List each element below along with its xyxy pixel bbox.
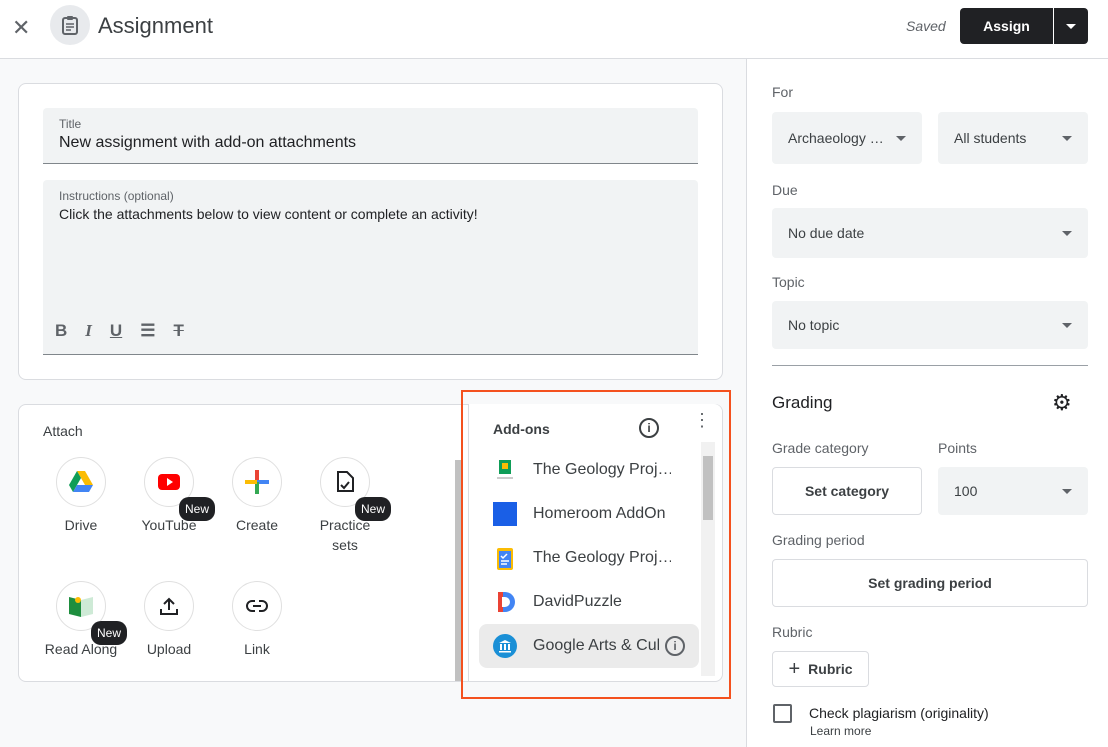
due-label: Due: [772, 182, 798, 198]
divider: [772, 365, 1088, 366]
link-icon: [232, 581, 282, 631]
details-card: Title New assignment with add-on attachm…: [18, 83, 723, 380]
assign-button[interactable]: Assign: [960, 8, 1053, 44]
assignment-icon: [50, 5, 90, 45]
students-select[interactable]: All students: [938, 112, 1088, 164]
chevron-down-icon: [896, 136, 906, 141]
plagiarism-checkbox[interactable]: [773, 704, 792, 723]
top-bar: ✕ Assignment Saved Assign: [0, 0, 1108, 59]
attach-link[interactable]: Link: [217, 581, 297, 659]
instructions-label: Instructions (optional): [59, 189, 174, 203]
set-grading-period-button[interactable]: Set grading period: [772, 559, 1088, 607]
plus-icon: +: [788, 657, 801, 680]
upload-icon: [144, 581, 194, 631]
italic-icon[interactable]: I: [85, 321, 92, 340]
chevron-down-icon: [1066, 24, 1076, 29]
new-badge: New: [355, 497, 392, 521]
attach-upload[interactable]: Upload: [129, 581, 209, 659]
attach-youtube[interactable]: YouTube New: [129, 457, 216, 535]
attach-create[interactable]: Create: [217, 457, 297, 535]
attach-heading: Attach: [43, 423, 83, 439]
label: YouTube: [141, 517, 197, 533]
attach-practice-sets[interactable]: Practice sets New: [305, 457, 392, 555]
attach-drive[interactable]: Drive: [41, 457, 121, 535]
title-field[interactable]: Title New assignment with add-on attachm…: [43, 108, 698, 164]
attach-scrollbar[interactable]: [455, 460, 461, 681]
label: Create: [235, 517, 279, 533]
underline-icon[interactable]: U: [109, 321, 123, 340]
more-options-icon[interactable]: ⋮: [693, 410, 711, 430]
classroom-icon: [497, 460, 513, 479]
assign-options-button[interactable]: [1054, 8, 1088, 44]
label: Drive: [64, 517, 98, 533]
plagiarism-label: Check plagiarism (originality): [809, 705, 989, 721]
chevron-down-icon: [1062, 489, 1072, 494]
due-select[interactable]: No due date: [772, 208, 1088, 258]
new-badge: New: [179, 497, 216, 521]
topic-select[interactable]: No topic: [772, 301, 1088, 349]
addons-scrollbar[interactable]: [701, 442, 715, 676]
grading-heading: Grading: [772, 393, 833, 412]
label: Upload: [146, 641, 192, 657]
label: Read Along: [44, 641, 118, 657]
davidpuzzle-icon: [498, 592, 515, 612]
chevron-down-icon: [1062, 231, 1072, 236]
grading-period-label: Grading period: [772, 532, 865, 548]
label: Link: [244, 641, 270, 657]
class-select[interactable]: Archaeology …: [772, 112, 922, 164]
arts-culture-icon: [493, 634, 517, 658]
rubric-label: Rubric: [772, 624, 813, 640]
addons-panel: Add-ons i ⋮ The Geology Proj… Homeroom A…: [468, 404, 722, 681]
bulleted-list-icon[interactable]: ☰: [140, 321, 156, 340]
info-icon[interactable]: i: [665, 636, 685, 656]
title-label: Title: [59, 117, 82, 131]
grade-category-label: Grade category: [772, 440, 869, 456]
chevron-down-icon: [1062, 136, 1072, 141]
set-category-button[interactable]: Set category: [772, 467, 922, 515]
clear-formatting-icon[interactable]: T: [173, 321, 184, 340]
gear-icon[interactable]: ⚙: [1052, 390, 1072, 415]
points-select[interactable]: 100: [938, 467, 1088, 515]
chevron-down-icon: [1062, 323, 1072, 328]
addon-item-hovered[interactable]: Google Arts & Culture i: [479, 624, 699, 668]
addon-item[interactable]: The Geology Proj…: [479, 536, 699, 580]
clipboard-icon: [497, 548, 513, 570]
close-icon[interactable]: ✕: [12, 15, 31, 40]
label: Practice sets: [319, 517, 371, 553]
info-icon[interactable]: i: [639, 418, 659, 438]
addon-item[interactable]: DavidPuzzle: [479, 580, 699, 624]
learn-more-link[interactable]: Learn more: [810, 724, 872, 738]
points-label: Points: [938, 440, 977, 456]
topic-label: Topic: [772, 274, 805, 290]
instructions-value: Click the attachments below to view cont…: [59, 206, 478, 222]
page-title: Assignment: [98, 13, 213, 38]
title-value: New assignment with add-on attachments: [59, 134, 357, 151]
attach-read-along[interactable]: Read Along New: [41, 581, 128, 659]
add-rubric-button[interactable]: + Rubric: [772, 651, 869, 687]
bold-icon[interactable]: B: [55, 321, 68, 340]
addon-item[interactable]: Homeroom AddOn: [479, 492, 699, 536]
google-drive-icon: [56, 457, 106, 507]
instructions-field[interactable]: Instructions (optional) Click the attach…: [43, 180, 698, 355]
addon-item[interactable]: The Geology Proj…: [479, 448, 699, 492]
save-status: Saved: [906, 18, 946, 34]
blue-square-icon: [493, 502, 517, 526]
practice-sets-icon: [320, 457, 370, 507]
new-badge: New: [91, 621, 128, 645]
for-label: For: [772, 84, 793, 100]
addons-highlight: [461, 390, 731, 699]
addons-heading: Add-ons: [493, 421, 550, 437]
plus-icon: [232, 457, 282, 507]
